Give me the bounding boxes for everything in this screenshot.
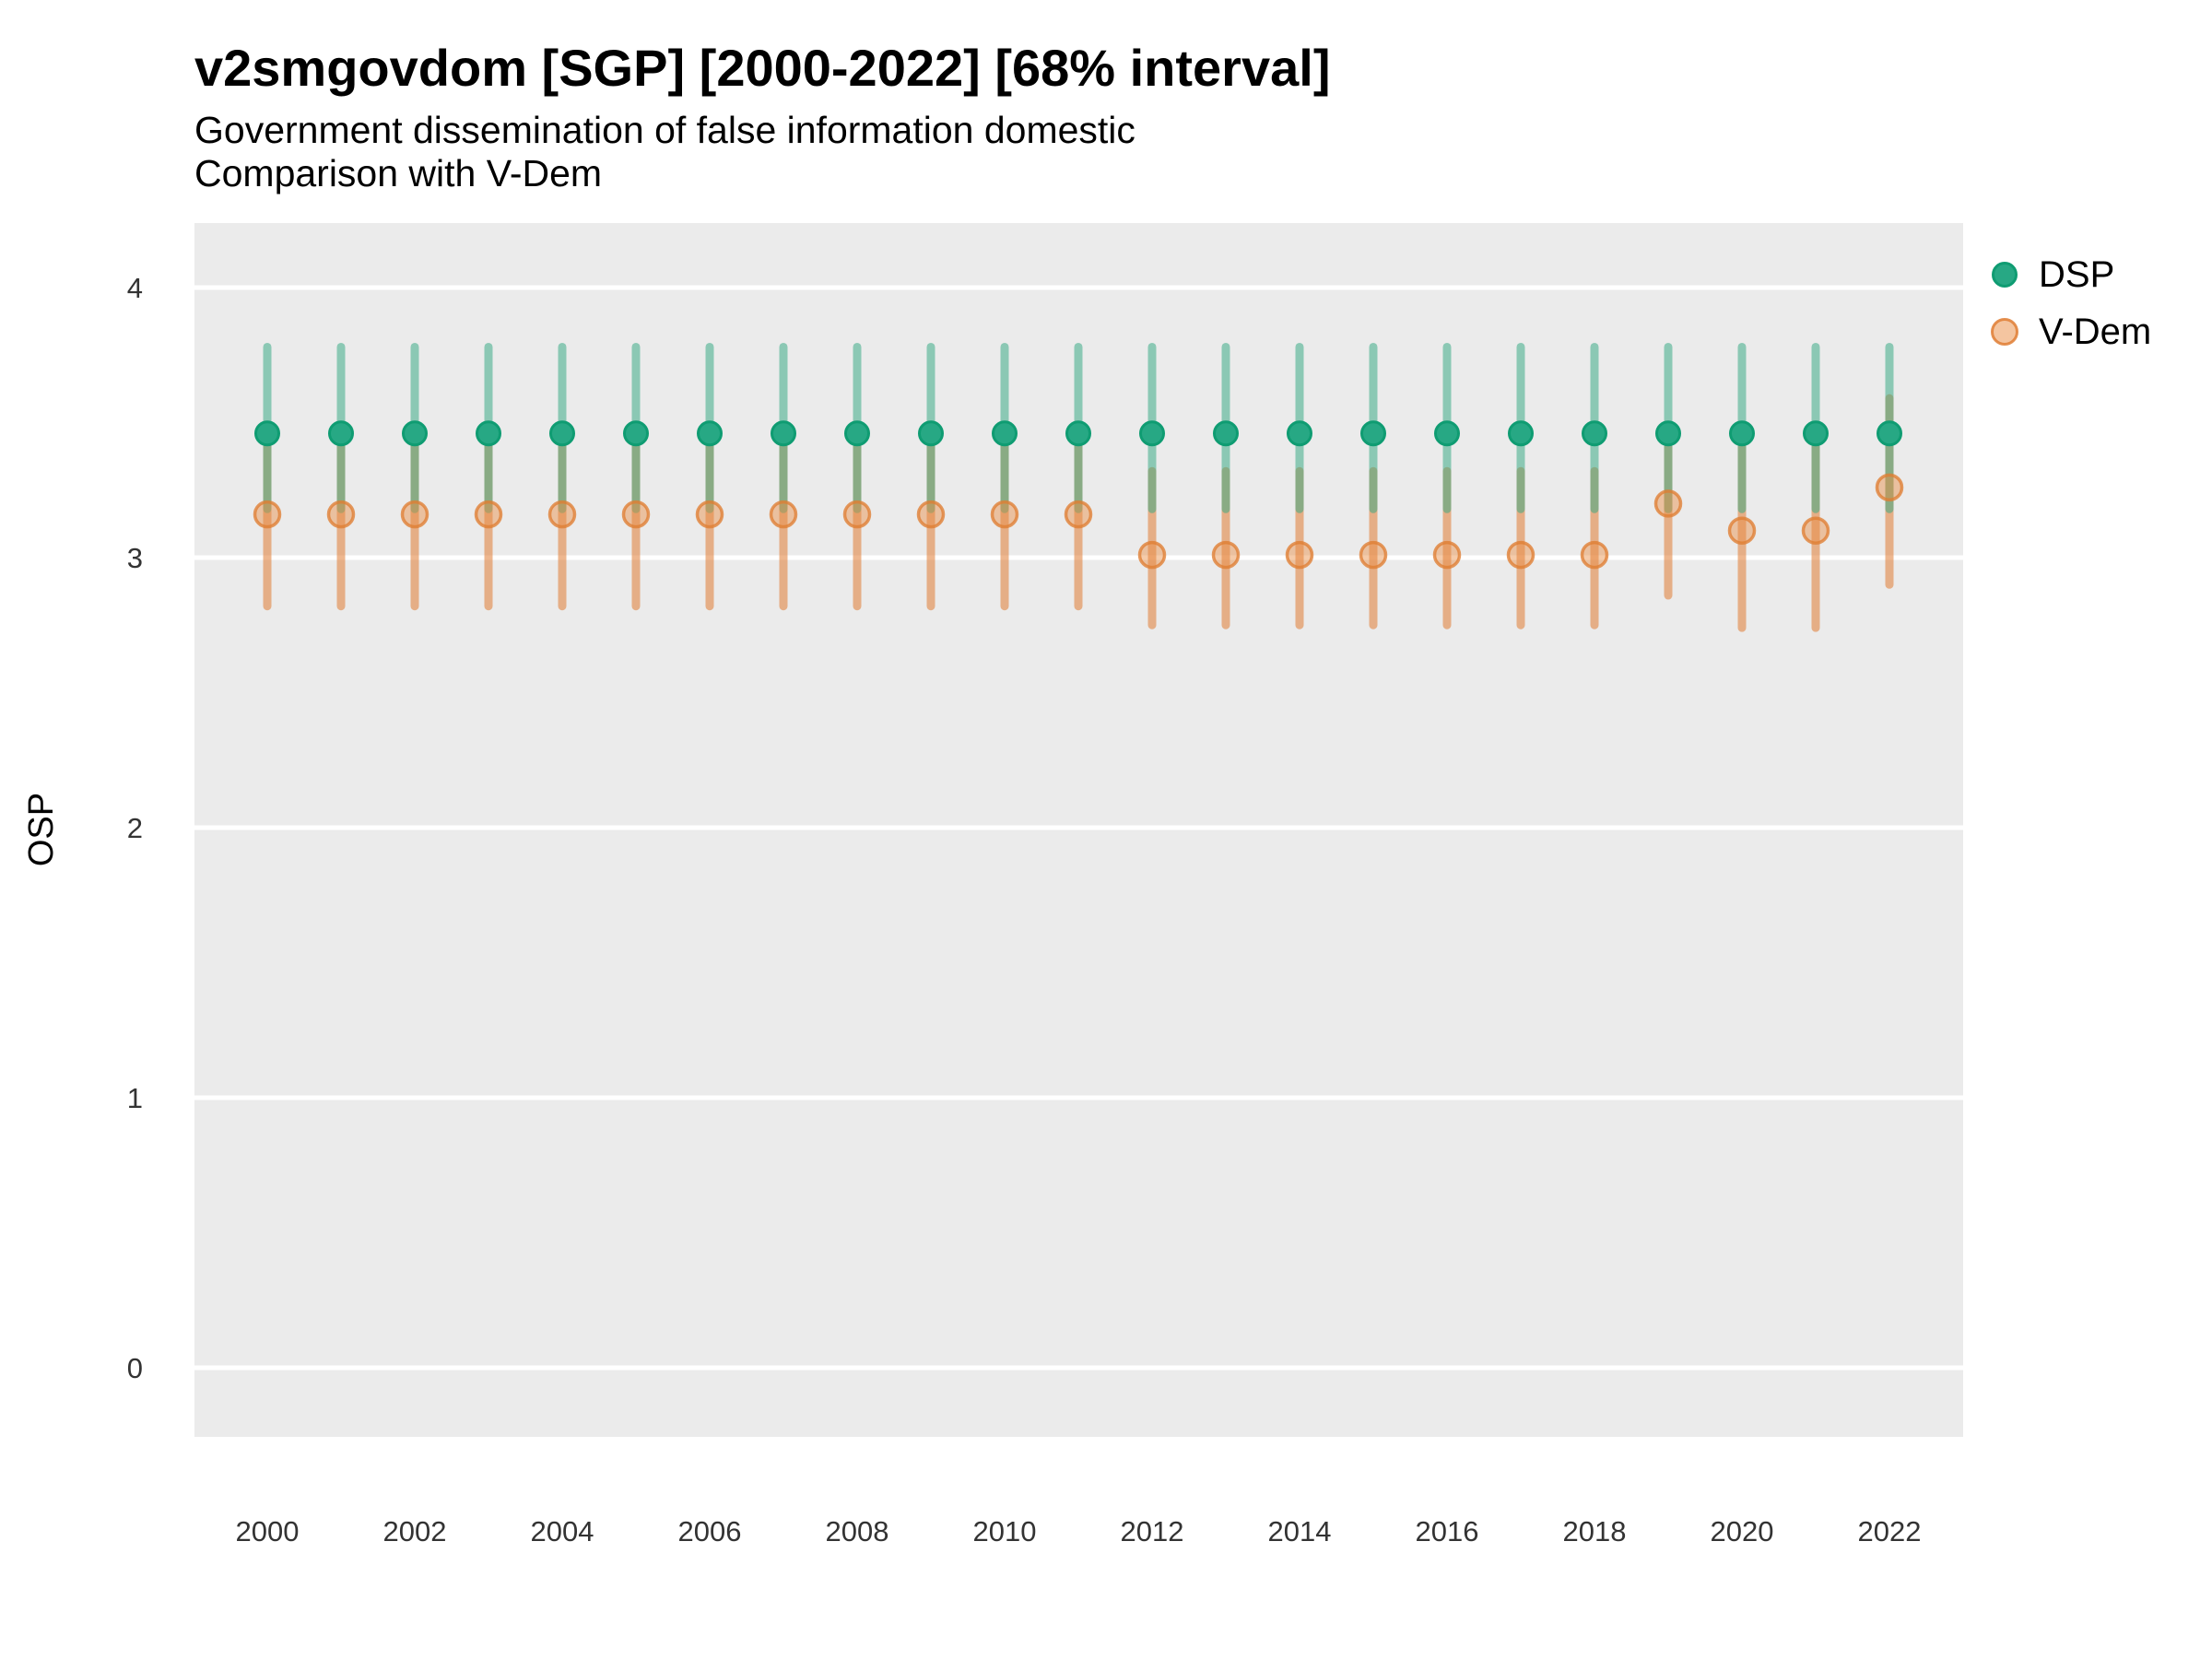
vdem-point <box>1875 473 1904 502</box>
vdem-point <box>1064 500 1093 529</box>
dsp-point <box>1729 420 1755 447</box>
vdem-point <box>1727 516 1757 545</box>
dsp-legend-dot-icon <box>1992 262 2018 288</box>
vdem-point <box>621 500 651 529</box>
vdem-point <box>1359 540 1388 570</box>
dsp-point <box>1582 420 1607 447</box>
vdem-point <box>1432 540 1462 570</box>
vdem-point <box>474 500 503 529</box>
dsp-point <box>771 420 796 447</box>
vdem-point <box>547 500 577 529</box>
chart-title: v2smgovdom [SGP] [2000-2022] [68% interv… <box>194 39 1331 97</box>
legend-label-dsp: DSP <box>2039 254 2115 295</box>
vdem-point <box>990 500 1019 529</box>
y-axis-title: OSP <box>22 793 61 866</box>
vdem-point <box>1285 540 1314 570</box>
dsp-point <box>476 420 501 447</box>
dsp-point <box>1287 420 1312 447</box>
chart-subtitle-line2: Comparison with V-Dem <box>194 152 603 194</box>
vdem-point <box>400 500 429 529</box>
vdem-point <box>916 500 946 529</box>
dsp-point <box>918 420 944 447</box>
dsp-point <box>1213 420 1239 447</box>
vdem-point <box>326 500 356 529</box>
x-tick-label: 2018 <box>1563 1515 1627 1547</box>
legend-item-vdem: V-Dem <box>1989 308 2151 356</box>
y-tick-label: 0 <box>127 1352 143 1384</box>
vdem-point <box>1801 516 1830 545</box>
chart-subtitle-line1: Government dissemination of false inform… <box>194 109 1135 151</box>
vdem-legend-dot-icon <box>1991 318 2018 346</box>
x-tick-label: 2014 <box>1268 1515 1332 1547</box>
dsp-point <box>328 420 354 447</box>
dsp-point <box>254 420 280 447</box>
dsp-point <box>549 420 575 447</box>
dsp-point <box>623 420 649 447</box>
vdem-point <box>842 500 872 529</box>
dsp-point <box>1877 420 1902 447</box>
legend-label-vdem: V-Dem <box>2039 312 2152 352</box>
vdem-point <box>1653 489 1683 518</box>
x-tick-label: 2002 <box>383 1515 447 1547</box>
y-tick-label: 3 <box>127 542 143 574</box>
dsp-point <box>1139 420 1165 447</box>
x-tick-label: 2016 <box>1416 1515 1479 1547</box>
dsp-point <box>1508 420 1534 447</box>
y-tick-label: 2 <box>127 812 143 844</box>
dsp-point <box>697 420 723 447</box>
dsp-point <box>1803 420 1829 447</box>
dsp-point <box>402 420 428 447</box>
legend-item-dsp: DSP <box>1989 251 2114 299</box>
y-tick-label: 1 <box>127 1082 143 1114</box>
x-tick-label: 2008 <box>826 1515 889 1547</box>
x-tick-label: 2000 <box>236 1515 300 1547</box>
x-tick-label: 2006 <box>678 1515 742 1547</box>
vdem-point <box>695 500 724 529</box>
x-tick-label: 2022 <box>1858 1515 1922 1547</box>
vdem-point <box>1506 540 1535 570</box>
dsp-point <box>844 420 870 447</box>
vdem-point <box>1211 540 1241 570</box>
dsp-point <box>992 420 1018 447</box>
vdem-point <box>1137 540 1167 570</box>
dsp-point <box>1655 420 1681 447</box>
x-tick-label: 2012 <box>1121 1515 1184 1547</box>
y-tick-label: 4 <box>127 272 143 304</box>
vdem-point <box>769 500 798 529</box>
x-tick-label: 2004 <box>531 1515 594 1547</box>
vdem-point <box>1580 540 1609 570</box>
x-tick-label: 2020 <box>1711 1515 1774 1547</box>
dsp-point <box>1360 420 1386 447</box>
vdem-point <box>253 500 282 529</box>
dsp-point <box>1065 420 1091 447</box>
dsp-point <box>1434 420 1460 447</box>
x-tick-label: 2010 <box>973 1515 1037 1547</box>
